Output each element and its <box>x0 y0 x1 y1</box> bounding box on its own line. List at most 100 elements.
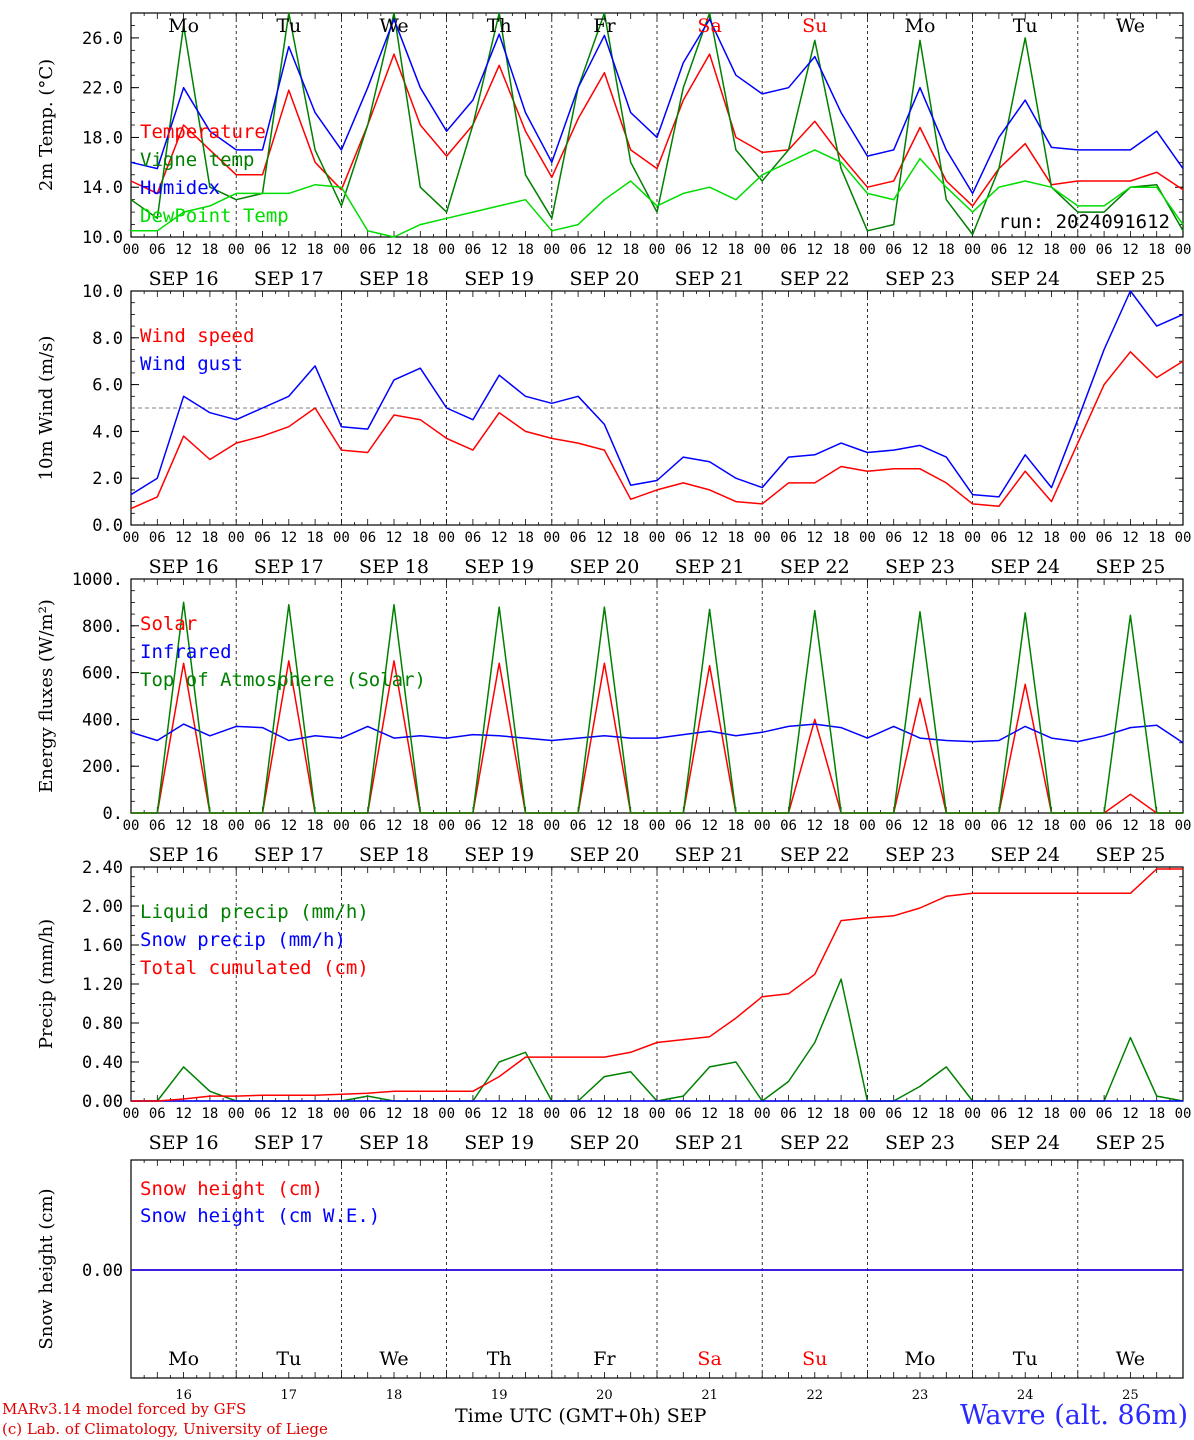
hour-tick-label: 18 <box>412 530 429 546</box>
hour-tick-label: 12 <box>491 530 508 546</box>
hour-tick-label: 06 <box>885 818 902 834</box>
y-tick-label: 1.20 <box>82 975 123 995</box>
hour-tick-label: 06 <box>464 530 481 546</box>
hour-tick-label: 12 <box>280 818 297 834</box>
hour-tick-label: 06 <box>149 242 166 258</box>
hour-tick-label: 12 <box>175 1106 192 1122</box>
hour-tick-label: 18 <box>201 818 218 834</box>
hour-tick-label: 00 <box>123 818 140 834</box>
hour-tick-label: 06 <box>254 530 271 546</box>
hour-tick-label: 00 <box>1069 1106 1086 1122</box>
hour-tick-label: 18 <box>1043 1106 1060 1122</box>
weekday-label: Th <box>487 15 512 37</box>
hour-tick-label: 12 <box>491 818 508 834</box>
legend-entry: Infrared <box>140 641 232 663</box>
hour-tick-label: 00 <box>964 818 981 834</box>
series-line <box>131 868 1183 1102</box>
y-tick-label: 400. <box>82 710 123 730</box>
date-label: SEP 24 <box>990 1132 1060 1154</box>
hour-tick-label: 00 <box>1175 530 1192 546</box>
date-label: SEP 16 <box>149 556 219 578</box>
hour-tick-label: 18 <box>1148 1106 1165 1122</box>
hour-tick-label: 18 <box>1148 818 1165 834</box>
date-label: SEP 22 <box>780 1132 850 1154</box>
hour-tick-label: 00 <box>1175 1106 1192 1122</box>
date-label: SEP 20 <box>569 1132 639 1154</box>
date-label: SEP 21 <box>675 268 745 290</box>
weekday-label: Sa <box>697 15 721 37</box>
hour-tick-label: 06 <box>990 818 1007 834</box>
date-label: SEP 20 <box>569 268 639 290</box>
hour-tick-label: 00 <box>859 1106 876 1122</box>
day-number-label: 22 <box>807 1388 824 1403</box>
y-tick-label: 1.60 <box>82 936 123 956</box>
hour-tick-label: 18 <box>307 242 324 258</box>
hour-tick-label: 12 <box>280 1106 297 1122</box>
hour-tick-label: 00 <box>438 530 455 546</box>
hour-tick-label: 06 <box>780 530 797 546</box>
hour-tick-label: 06 <box>254 1106 271 1122</box>
hour-tick-label: 00 <box>123 242 140 258</box>
day-number-label: 17 <box>281 1388 298 1403</box>
hour-tick-label: 00 <box>228 530 245 546</box>
hour-tick-label: 12 <box>806 242 823 258</box>
hour-tick-label: 18 <box>412 242 429 258</box>
hour-tick-label: 18 <box>1148 242 1165 258</box>
hour-tick-label: 12 <box>596 242 613 258</box>
weekday-label: Th <box>487 1348 512 1370</box>
date-label: SEP 24 <box>990 844 1060 866</box>
hour-tick-label: 12 <box>912 242 929 258</box>
hour-tick-label: 00 <box>1175 242 1192 258</box>
hour-tick-label: 18 <box>727 530 744 546</box>
hour-tick-label: 06 <box>675 242 692 258</box>
date-label: SEP 18 <box>359 844 429 866</box>
hour-tick-label: 00 <box>333 242 350 258</box>
day-number-label: 25 <box>1122 1388 1139 1403</box>
series-line <box>130 723 1184 744</box>
hour-tick-label: 18 <box>412 818 429 834</box>
day-number-label: 23 <box>912 1388 929 1403</box>
hour-tick-label: 12 <box>491 242 508 258</box>
hour-tick-label: 00 <box>333 1106 350 1122</box>
time-axis-title: Time UTC (GMT+0h) SEP <box>455 1405 707 1427</box>
hour-tick-label: 12 <box>1017 818 1034 834</box>
hour-tick-label: 06 <box>570 242 587 258</box>
hour-tick-label: 12 <box>701 1106 718 1122</box>
hour-tick-label: 18 <box>1043 530 1060 546</box>
date-label: SEP 23 <box>885 556 955 578</box>
y-axis-label: Energy fluxes (W/m²) <box>36 599 57 793</box>
run-label: run: 2024091612 <box>998 211 1170 233</box>
hour-tick-label: 06 <box>359 530 376 546</box>
hour-tick-label: 06 <box>675 1106 692 1122</box>
weekday-label: Su <box>802 1348 827 1370</box>
weekday-label: Tu <box>276 15 301 37</box>
date-label: SEP 25 <box>1095 844 1165 866</box>
date-label: SEP 25 <box>1095 556 1165 578</box>
y-tick-label: 22.0 <box>82 79 123 99</box>
hour-tick-label: 12 <box>912 1106 929 1122</box>
date-label: SEP 16 <box>149 1132 219 1154</box>
hour-tick-label: 18 <box>201 242 218 258</box>
hour-tick-label: 00 <box>123 1106 140 1122</box>
hour-tick-label: 06 <box>359 818 376 834</box>
hour-tick-label: 12 <box>386 818 403 834</box>
hour-tick-label: 18 <box>517 530 534 546</box>
hour-tick-label: 00 <box>333 530 350 546</box>
hour-tick-label: 18 <box>938 1106 955 1122</box>
date-label: SEP 25 <box>1095 1132 1165 1154</box>
legend-entry: Liquid precip (mm/h) <box>140 901 369 923</box>
date-label: SEP 24 <box>990 268 1060 290</box>
model-credit: MARv3.14 model forced by GFS <box>2 1400 247 1418</box>
legend-entry: Snow height (cm) <box>140 1178 323 1200</box>
hour-tick-label: 00 <box>649 242 666 258</box>
legend-entry: Humidex <box>140 177 220 199</box>
hour-tick-label: 18 <box>1043 242 1060 258</box>
hour-tick-label: 06 <box>675 818 692 834</box>
hour-tick-label: 00 <box>649 1106 666 1122</box>
hour-tick-label: 12 <box>912 818 929 834</box>
hour-tick-label: 00 <box>754 818 771 834</box>
hour-tick-label: 06 <box>570 1106 587 1122</box>
y-tick-label: 10.0 <box>82 228 123 248</box>
hour-tick-label: 18 <box>938 818 955 834</box>
date-label: SEP 19 <box>464 844 534 866</box>
